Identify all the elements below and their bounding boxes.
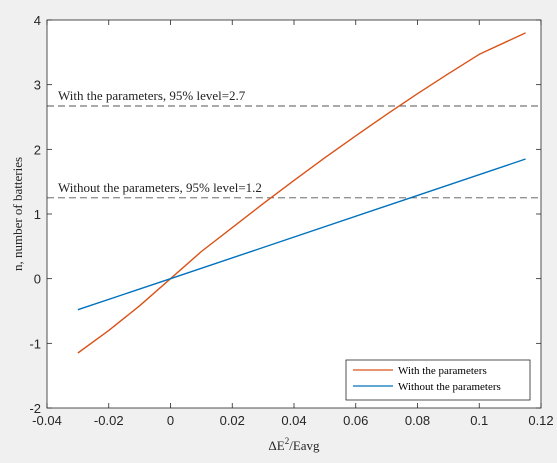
legend-label-without-parameters: Without the parameters	[398, 381, 501, 393]
x-tick-label: -0.04	[32, 413, 62, 428]
x-axis-label: ΔE2/Eavg	[268, 436, 320, 453]
series-lines	[77, 32, 526, 354]
x-tick-label: -0.02	[94, 413, 124, 428]
x-tick-label: 0	[167, 413, 174, 428]
legend: With the parameters Without the paramete…	[345, 359, 531, 401]
x-tick-label: 0.12	[528, 413, 553, 428]
y-tick-label: -1	[29, 336, 41, 351]
reference-lines: With the parameters, 95% level=2.7 Withou…	[47, 88, 541, 199]
series-line-0	[77, 32, 526, 354]
y-tick-label: 2	[34, 142, 41, 157]
y-tick-label: 3	[34, 78, 41, 93]
y-axis-label: n, number of batteries	[10, 157, 25, 271]
legend-label-with-parameters: With the parameters	[398, 365, 487, 377]
axis-ticks: -0.04 -0.02 0 0.02 0.04 0.06 0.08 0.1 0.12 -2 -1 0 1…	[29, 13, 553, 428]
x-tick-label: 0.06	[343, 413, 368, 428]
x-tick-label: 0.04	[281, 413, 306, 428]
x-tick-label: 0.02	[220, 413, 245, 428]
y-tick-label: -2	[29, 401, 41, 416]
series-line-1	[77, 158, 526, 311]
x-tick-label: 0.1	[470, 413, 488, 428]
y-tick-label: 1	[34, 207, 41, 222]
legend-box	[345, 359, 531, 401]
reference-line-label-1: Without the parameters, 95% level=1.2	[58, 180, 262, 195]
x-tick-label: 0.08	[405, 413, 430, 428]
y-tick-label: 0	[34, 272, 41, 287]
y-tick-label: 4	[34, 13, 41, 28]
plot-area	[47, 20, 541, 408]
reference-line-label-0: With the parameters, 95% level=2.7	[58, 88, 246, 103]
